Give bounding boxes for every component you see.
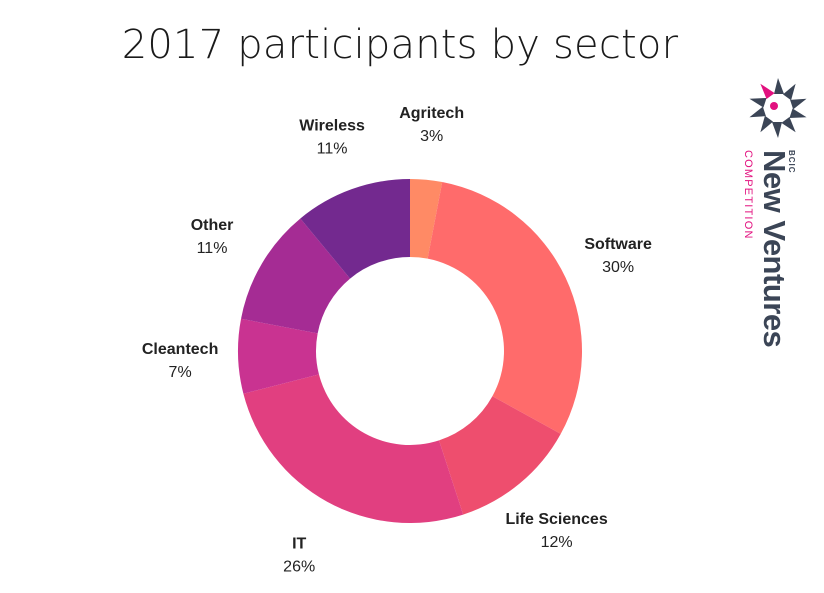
slice-label-agritech: Agritech 3%	[399, 105, 464, 145]
slice-wireless	[300, 179, 410, 279]
donut-chart: Agritech 3% Software 30% Life Sciences 12% IT 2…	[142, 105, 652, 576]
slice-life-sciences	[439, 396, 561, 515]
chart-title: 2017 participants by sector	[121, 22, 679, 68]
bcic-logo	[740, 72, 820, 362]
logo-mark-icon	[749, 78, 807, 138]
slice-labels: Agritech 3% Software 30% Life Sciences 12% IT 2…	[142, 105, 652, 576]
slice-label-life-sciences: Life Sciences 12%	[505, 511, 607, 551]
slice-software	[427, 182, 582, 434]
donut-slices	[238, 179, 582, 523]
slice-label-wireless: Wireless 11%	[299, 118, 365, 158]
slice-cleantech	[238, 318, 319, 394]
brand-name: New Ventures	[757, 150, 792, 348]
slice-agritech	[410, 179, 443, 259]
slice-other	[241, 218, 351, 334]
slice-label-cleantech: Cleantech 7%	[142, 341, 218, 381]
slice-it	[243, 374, 464, 523]
slice-label-other: Other 11%	[191, 217, 234, 257]
slice-label-it: IT 26%	[283, 536, 315, 576]
slice-label-software: Software 30%	[584, 236, 652, 276]
brand-subtitle: COMPETITION	[742, 150, 754, 240]
